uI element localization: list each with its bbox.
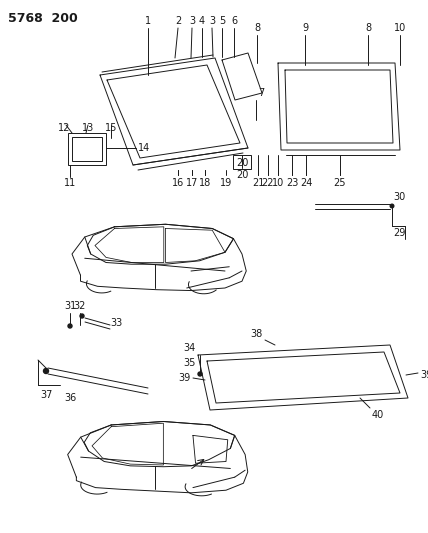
Text: 34: 34	[184, 343, 196, 353]
Text: 4: 4	[199, 16, 205, 26]
Bar	[68, 133, 106, 165]
Text: 30: 30	[393, 192, 405, 202]
Text: 9: 9	[302, 23, 308, 33]
Text: 40: 40	[372, 410, 384, 420]
Text: 25: 25	[334, 178, 346, 188]
Text: 7: 7	[258, 88, 264, 98]
Text: 3: 3	[209, 16, 215, 26]
Text: 29: 29	[393, 228, 405, 238]
Text: 1: 1	[145, 16, 151, 26]
Text: 20: 20	[236, 158, 248, 168]
Text: 16: 16	[172, 178, 184, 188]
Bar	[72, 137, 102, 161]
Text: 5: 5	[219, 16, 225, 26]
Text: 21: 21	[252, 178, 264, 188]
Text: 24: 24	[300, 178, 312, 188]
Text: 37: 37	[40, 390, 52, 400]
Text: 8: 8	[365, 23, 371, 33]
Text: 17: 17	[186, 178, 198, 188]
Text: 39: 39	[420, 370, 428, 380]
Text: 3: 3	[189, 16, 195, 26]
Text: 14: 14	[138, 143, 150, 153]
Circle shape	[80, 314, 84, 318]
Text: 38: 38	[251, 329, 263, 339]
Text: 12: 12	[58, 123, 70, 133]
Text: 31: 31	[64, 301, 76, 311]
Text: 15: 15	[105, 123, 117, 133]
Text: 22: 22	[262, 178, 274, 188]
Text: 32: 32	[74, 301, 86, 311]
Text: 8: 8	[254, 23, 260, 33]
Text: 5768  200: 5768 200	[8, 12, 78, 25]
Text: 13: 13	[82, 123, 94, 133]
Text: 2: 2	[175, 16, 181, 26]
Text: 23: 23	[286, 178, 298, 188]
Text: 18: 18	[199, 178, 211, 188]
Text: 39: 39	[179, 373, 191, 383]
Text: 10: 10	[272, 178, 284, 188]
Text: 36: 36	[64, 393, 76, 403]
Circle shape	[68, 324, 72, 328]
Text: 35: 35	[184, 358, 196, 368]
Text: 6: 6	[231, 16, 237, 26]
Text: 11: 11	[64, 178, 76, 188]
Text: 20: 20	[236, 170, 248, 180]
Circle shape	[198, 372, 202, 376]
Circle shape	[44, 368, 48, 374]
Text: 10: 10	[394, 23, 406, 33]
Bar	[233, 155, 251, 169]
Text: 33: 33	[110, 318, 122, 328]
Text: 19: 19	[220, 178, 232, 188]
Circle shape	[390, 204, 394, 208]
